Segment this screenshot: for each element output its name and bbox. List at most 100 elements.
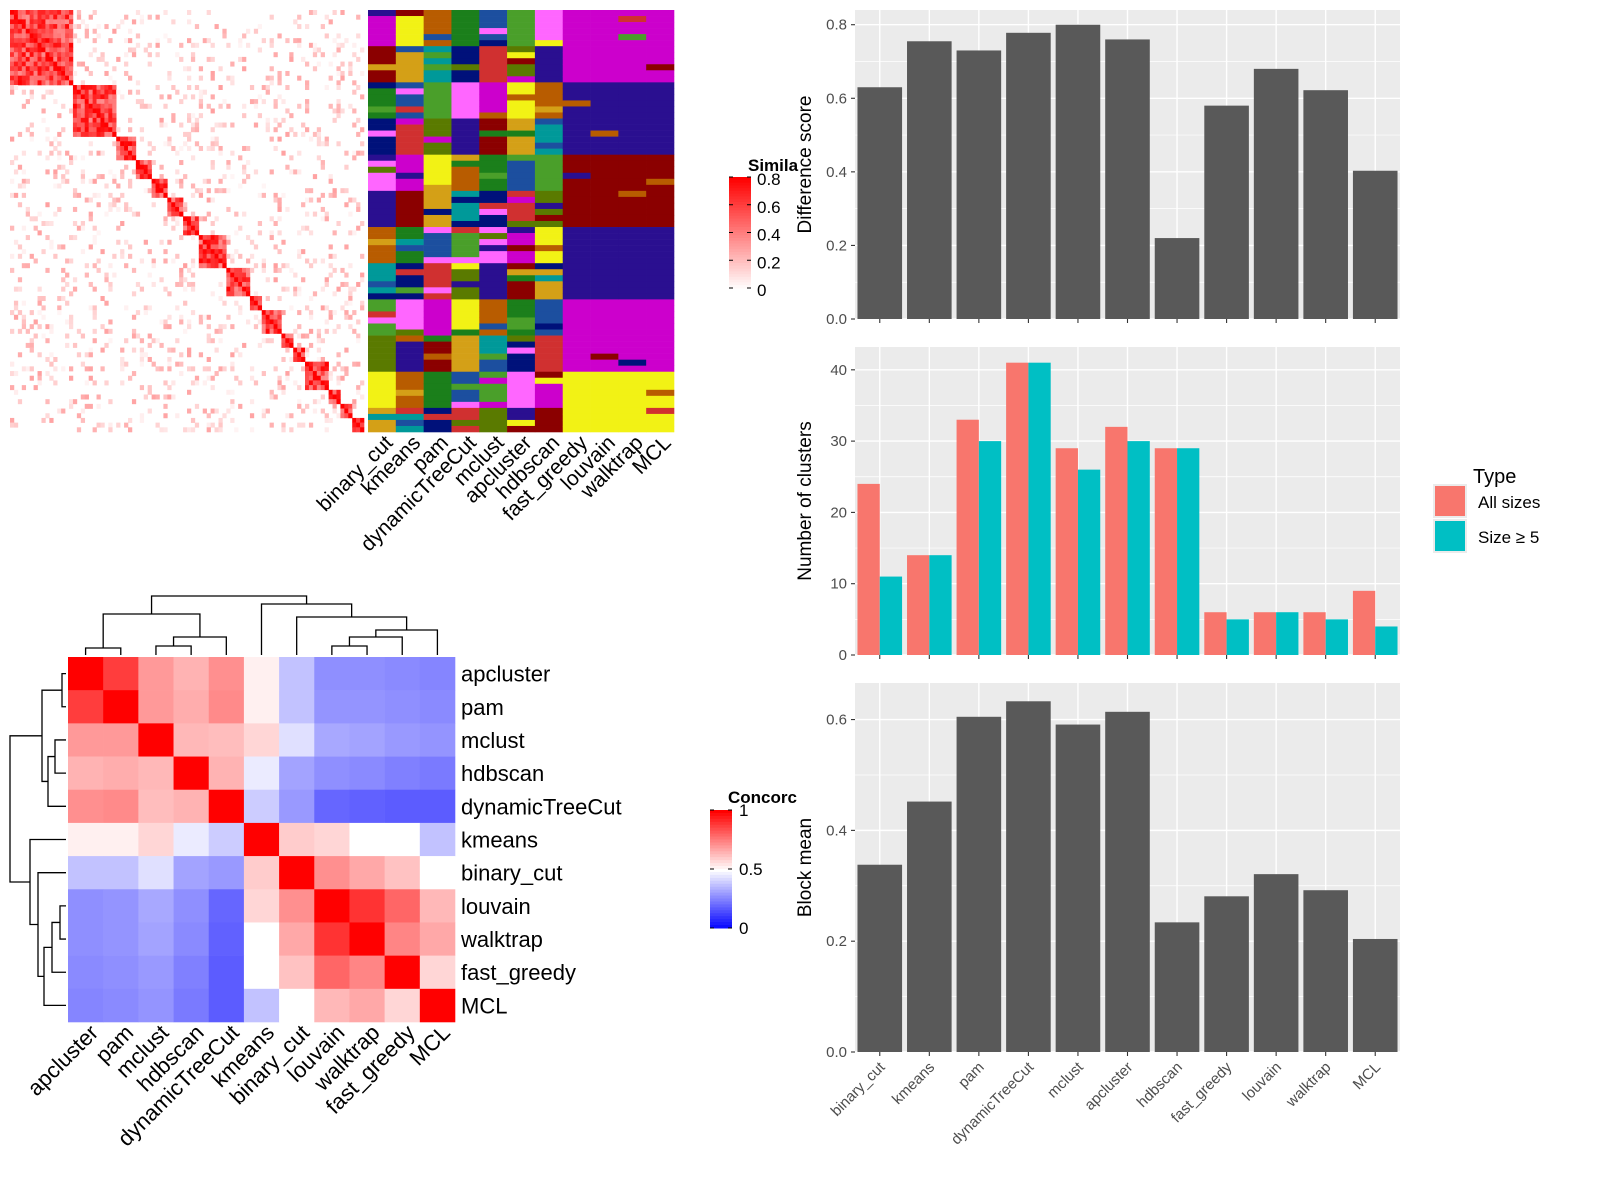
cluster-cell bbox=[479, 425, 508, 433]
similarity-cell bbox=[10, 61, 15, 67]
similarity-cell bbox=[324, 136, 329, 142]
similarity-cell bbox=[100, 85, 105, 91]
concordance-cell bbox=[419, 657, 456, 691]
similarity-cell bbox=[253, 296, 259, 302]
similarity-cell bbox=[218, 281, 223, 287]
similarity-cell bbox=[293, 328, 298, 334]
cluster-cell bbox=[618, 214, 647, 222]
similarity-cell bbox=[238, 38, 243, 44]
similarity-cell bbox=[135, 80, 141, 86]
similarity-cell bbox=[92, 286, 97, 292]
similarity-cell bbox=[33, 319, 38, 325]
cluster-cell bbox=[368, 28, 397, 35]
cluster-cell bbox=[618, 190, 647, 198]
similarity-cell bbox=[155, 366, 160, 372]
cluster-cell bbox=[451, 40, 480, 47]
similarity-cell bbox=[210, 160, 215, 166]
type-legend-swatch bbox=[1435, 521, 1465, 551]
similarity-cell bbox=[120, 169, 125, 175]
similarity-cell bbox=[340, 366, 345, 372]
similarity-cell bbox=[234, 427, 239, 433]
cluster-cell bbox=[646, 178, 675, 186]
similarity-cell bbox=[242, 66, 247, 72]
similarity-cell bbox=[297, 253, 302, 259]
similarity-cell bbox=[324, 380, 329, 386]
concordance-cell bbox=[419, 856, 456, 890]
similarity-cell bbox=[104, 272, 109, 278]
similarity-cell bbox=[171, 216, 176, 222]
cluster-cell bbox=[451, 100, 480, 107]
cluster-cell bbox=[479, 245, 508, 252]
similarity-cell bbox=[269, 216, 274, 222]
cluster-cell bbox=[507, 46, 536, 53]
similarity-cell bbox=[163, 216, 168, 222]
similarity-cell bbox=[108, 117, 113, 123]
cluster-cell bbox=[618, 329, 647, 336]
similarity-cell bbox=[57, 206, 62, 212]
similarity-cell bbox=[210, 127, 215, 133]
similarity-cell bbox=[120, 145, 125, 151]
similarity-cell bbox=[242, 286, 247, 292]
similarity-cell bbox=[316, 347, 322, 353]
concordance-cell bbox=[314, 856, 350, 890]
similarity-cell bbox=[249, 99, 255, 105]
similarity-cell bbox=[340, 10, 345, 15]
concordance-cell bbox=[173, 922, 210, 956]
similarity-cell bbox=[230, 80, 235, 86]
similarity-cell bbox=[131, 19, 137, 25]
similarity-cell bbox=[293, 272, 298, 278]
similarity-cell bbox=[104, 99, 109, 105]
cluster-cell bbox=[451, 148, 480, 155]
bar bbox=[1055, 24, 1101, 319]
cluster-cell bbox=[479, 233, 508, 240]
similarity-cell bbox=[84, 366, 89, 372]
similarity-cell bbox=[206, 338, 211, 344]
similarity-cell bbox=[49, 28, 54, 34]
cluster-cell bbox=[423, 275, 452, 282]
similarity-cell bbox=[80, 225, 86, 231]
similarity-cell bbox=[352, 80, 357, 86]
similarity-cell bbox=[261, 408, 266, 414]
similarity-cell bbox=[214, 235, 219, 241]
concordance-cell bbox=[208, 922, 245, 956]
cluster-cell bbox=[618, 184, 647, 192]
similarity-cell bbox=[194, 221, 200, 226]
cluster-cell bbox=[534, 329, 564, 336]
similarity-cell bbox=[124, 14, 129, 20]
cluster-cell bbox=[618, 16, 647, 23]
concordance-cell bbox=[384, 723, 421, 757]
similarity-cell bbox=[10, 19, 15, 25]
similarity-cell bbox=[147, 150, 152, 156]
similarity-cell bbox=[37, 28, 42, 34]
similarity-cell bbox=[285, 70, 290, 76]
similarity-cell bbox=[218, 103, 223, 109]
similarity-cell bbox=[92, 38, 97, 44]
cluster-cell bbox=[507, 64, 536, 71]
similarity-cell bbox=[234, 267, 239, 273]
similarity-cell bbox=[124, 305, 129, 311]
similarity-cell bbox=[13, 66, 19, 72]
similarity-cell bbox=[69, 10, 74, 15]
similarity-cell bbox=[301, 202, 306, 208]
cluster-cell bbox=[507, 160, 536, 168]
cluster-cell bbox=[368, 160, 397, 168]
similarity-cell bbox=[230, 403, 235, 409]
similarity-cell bbox=[312, 52, 318, 58]
similarity-cell bbox=[108, 38, 113, 44]
similarity-cell bbox=[61, 47, 66, 53]
similarity-cell bbox=[238, 225, 243, 231]
cluster-cell bbox=[534, 196, 564, 204]
similarity-cell bbox=[96, 202, 101, 208]
cluster-cell bbox=[618, 118, 647, 125]
similarity-cell bbox=[128, 127, 133, 133]
cluster-cell bbox=[395, 227, 424, 234]
cluster-cell bbox=[423, 395, 452, 403]
similarity-cell bbox=[92, 328, 97, 334]
similarity-cell bbox=[57, 113, 62, 119]
similarity-cell bbox=[163, 413, 168, 419]
similarity-cell bbox=[100, 347, 105, 353]
similarity-cell bbox=[190, 380, 196, 386]
cluster-cell bbox=[590, 52, 619, 59]
similarity-cell bbox=[230, 277, 235, 283]
cluster-cell bbox=[646, 419, 675, 427]
